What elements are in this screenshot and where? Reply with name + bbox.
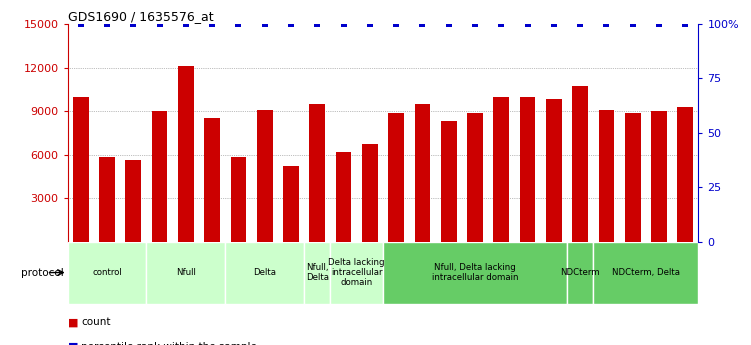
FancyBboxPatch shape: [593, 241, 698, 304]
Point: [206, 21, 219, 27]
Bar: [651, 111, 667, 241]
Point: [258, 21, 271, 27]
Point: [312, 21, 324, 27]
FancyBboxPatch shape: [330, 241, 383, 304]
Bar: [599, 110, 614, 242]
Bar: [257, 110, 273, 242]
Point: [443, 21, 455, 27]
Point: [548, 21, 560, 27]
Point: [679, 21, 691, 27]
Bar: [572, 87, 588, 241]
FancyBboxPatch shape: [225, 241, 304, 304]
Point: [285, 21, 297, 27]
Text: ■: ■: [68, 342, 78, 345]
Bar: [204, 118, 220, 242]
Point: [601, 21, 613, 27]
Point: [496, 21, 508, 27]
Point: [233, 21, 245, 27]
Text: Nfull, Delta lacking
intracellular domain: Nfull, Delta lacking intracellular domai…: [432, 263, 518, 282]
Point: [338, 21, 350, 27]
Text: Delta lacking
intracellular
domain: Delta lacking intracellular domain: [328, 258, 385, 287]
Text: ■: ■: [68, 317, 78, 327]
Bar: [152, 111, 167, 241]
Bar: [336, 152, 351, 242]
FancyBboxPatch shape: [383, 241, 567, 304]
Text: percentile rank within the sample: percentile rank within the sample: [81, 342, 257, 345]
Bar: [73, 97, 89, 242]
FancyBboxPatch shape: [146, 241, 225, 304]
Point: [180, 21, 192, 27]
Point: [75, 21, 87, 27]
Point: [575, 21, 587, 27]
Point: [101, 21, 113, 27]
Bar: [178, 66, 194, 242]
Bar: [546, 99, 562, 242]
Point: [521, 21, 533, 27]
FancyBboxPatch shape: [304, 241, 330, 304]
Bar: [99, 157, 115, 241]
Bar: [520, 97, 535, 242]
Bar: [362, 145, 378, 242]
Bar: [231, 157, 246, 241]
Bar: [677, 107, 693, 242]
Text: GDS1690 / 1635576_at: GDS1690 / 1635576_at: [68, 10, 213, 23]
Point: [364, 21, 376, 27]
Text: NDCterm, Delta: NDCterm, Delta: [612, 268, 680, 277]
Bar: [388, 112, 404, 241]
Bar: [493, 97, 509, 242]
Text: protocol: protocol: [21, 268, 64, 277]
Text: Nfull,
Delta: Nfull, Delta: [306, 263, 329, 282]
Point: [416, 21, 428, 27]
Point: [391, 21, 403, 27]
FancyBboxPatch shape: [68, 241, 146, 304]
Text: Delta: Delta: [253, 268, 276, 277]
Bar: [415, 104, 430, 242]
Point: [653, 21, 665, 27]
Bar: [625, 112, 641, 241]
Text: NDCterm: NDCterm: [560, 268, 600, 277]
Text: control: control: [92, 268, 122, 277]
Point: [128, 21, 140, 27]
Point: [154, 21, 166, 27]
Text: Nfull: Nfull: [176, 268, 196, 277]
Bar: [125, 160, 141, 242]
FancyBboxPatch shape: [567, 241, 593, 304]
Text: count: count: [81, 317, 110, 327]
Point: [626, 21, 638, 27]
Bar: [283, 166, 299, 242]
Bar: [309, 104, 325, 242]
Bar: [467, 112, 483, 241]
Bar: [441, 121, 457, 242]
Point: [469, 21, 481, 27]
